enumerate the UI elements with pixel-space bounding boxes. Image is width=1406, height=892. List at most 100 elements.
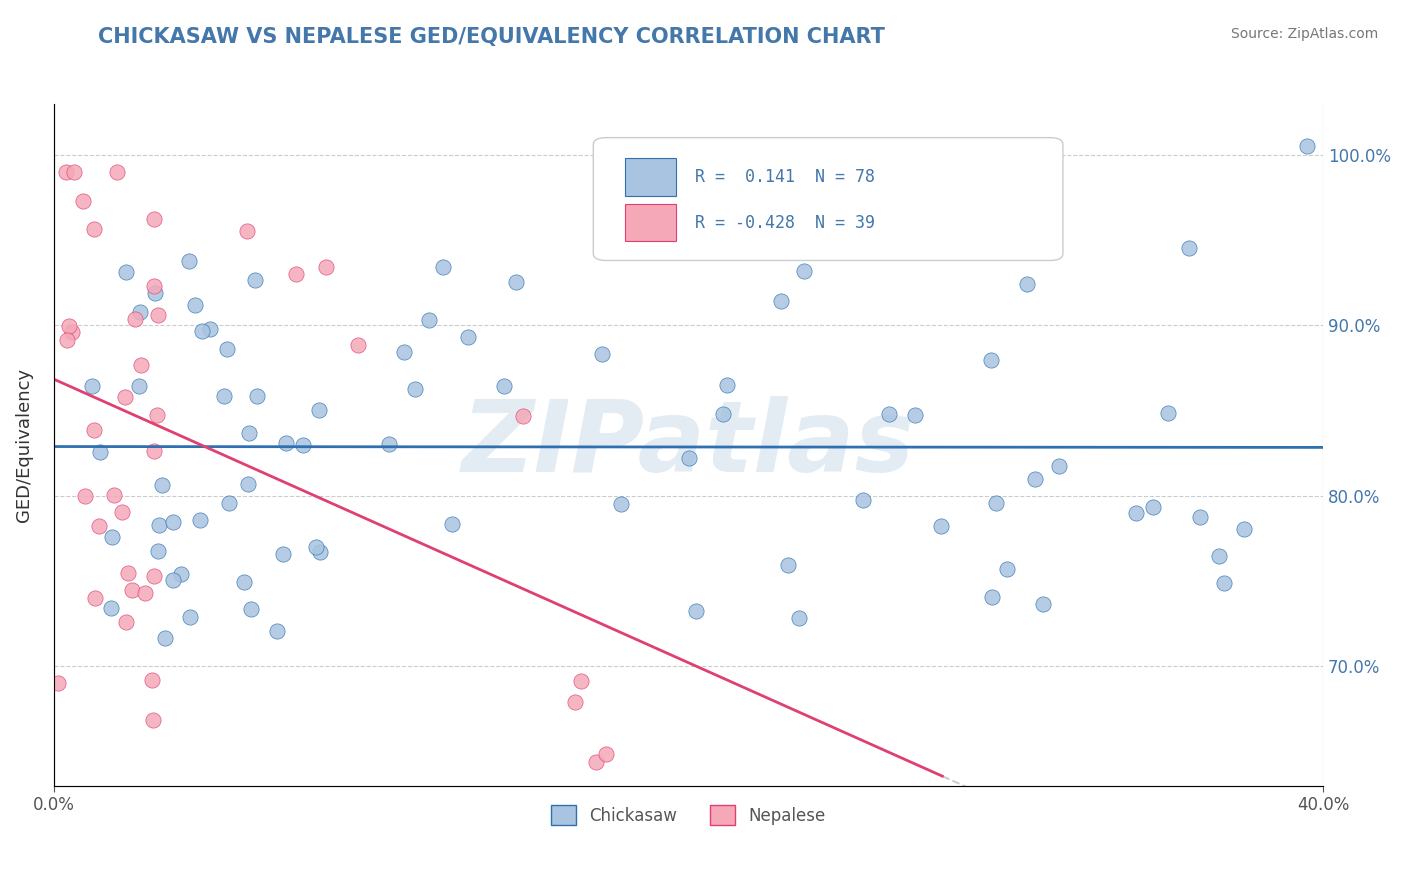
Text: Source: ZipAtlas.com: Source: ZipAtlas.com — [1230, 27, 1378, 41]
Point — [129, 358, 152, 372]
Point — [610, 497, 633, 511]
Point — [1017, 277, 1039, 291]
Bar — [626, 203, 676, 242]
Point — [309, 545, 332, 559]
Point — [73, 490, 96, 504]
Point — [83, 222, 105, 236]
Point — [128, 378, 150, 392]
Point — [218, 496, 240, 510]
Point — [150, 477, 173, 491]
Point — [212, 389, 235, 403]
Point — [1188, 510, 1211, 524]
Point — [904, 409, 927, 423]
Point — [87, 519, 110, 533]
Point — [72, 194, 94, 208]
Point — [105, 165, 128, 179]
Point — [153, 632, 176, 646]
Point — [142, 713, 165, 727]
Point — [776, 558, 799, 572]
Point — [1032, 597, 1054, 611]
Point — [980, 352, 1002, 367]
Point — [432, 260, 454, 274]
Point — [236, 224, 259, 238]
Point — [266, 624, 288, 639]
Point — [392, 345, 415, 359]
Point — [80, 378, 103, 392]
Point — [124, 312, 146, 326]
Text: R =  0.141  N = 78: R = 0.141 N = 78 — [695, 169, 875, 186]
Point — [169, 567, 191, 582]
Point — [404, 382, 426, 396]
Point — [585, 756, 607, 770]
Point — [1125, 506, 1147, 520]
Point — [115, 615, 138, 629]
Point — [793, 264, 815, 278]
Point — [246, 389, 269, 403]
Point — [494, 378, 516, 392]
Point — [142, 211, 165, 226]
Point — [162, 573, 184, 587]
Point — [591, 347, 613, 361]
Point — [716, 378, 738, 392]
Point — [129, 304, 152, 318]
Point — [284, 267, 307, 281]
Point — [162, 515, 184, 529]
Point — [981, 590, 1004, 604]
Point — [877, 407, 900, 421]
Point — [1296, 139, 1319, 153]
Point — [217, 343, 239, 357]
Point — [569, 673, 592, 688]
Point — [89, 444, 111, 458]
Point — [146, 309, 169, 323]
Point — [179, 610, 201, 624]
Point — [1157, 406, 1180, 420]
Point — [103, 488, 125, 502]
Point — [711, 407, 734, 421]
Point — [378, 436, 401, 450]
Point — [595, 747, 617, 762]
Point — [238, 426, 260, 441]
Point — [83, 591, 105, 605]
Point — [852, 493, 875, 508]
Point — [308, 403, 330, 417]
Point — [188, 513, 211, 527]
Point — [114, 390, 136, 404]
Point — [931, 519, 953, 533]
Point — [121, 583, 143, 598]
Point — [240, 602, 263, 616]
Point — [146, 408, 169, 422]
Point — [143, 444, 166, 458]
Point — [200, 322, 222, 336]
Point — [1208, 549, 1230, 564]
Point — [315, 260, 337, 274]
Point — [142, 568, 165, 582]
Point — [146, 544, 169, 558]
Point — [243, 273, 266, 287]
Point — [236, 476, 259, 491]
Point — [787, 611, 810, 625]
Point — [179, 253, 201, 268]
Point — [1233, 522, 1256, 536]
Point — [190, 325, 212, 339]
Point — [56, 334, 79, 348]
Legend: Chickasaw, Nepalese: Chickasaw, Nepalese — [544, 798, 832, 832]
Text: CHICKASAW VS NEPALESE GED/EQUIVALENCY CORRELATION CHART: CHICKASAW VS NEPALESE GED/EQUIVALENCY CO… — [98, 27, 886, 46]
Point — [685, 604, 707, 618]
Point — [1024, 472, 1046, 486]
Point — [55, 165, 77, 179]
Point — [347, 337, 370, 351]
Point — [418, 313, 440, 327]
Point — [115, 265, 138, 279]
Point — [997, 562, 1019, 576]
Point — [142, 279, 165, 293]
Point — [457, 329, 479, 343]
Point — [100, 601, 122, 615]
FancyBboxPatch shape — [593, 137, 1063, 260]
Point — [505, 275, 527, 289]
Point — [564, 696, 586, 710]
Point — [233, 574, 256, 589]
Point — [271, 547, 294, 561]
Point — [143, 285, 166, 300]
Point — [1213, 575, 1236, 590]
Point — [1177, 241, 1199, 255]
